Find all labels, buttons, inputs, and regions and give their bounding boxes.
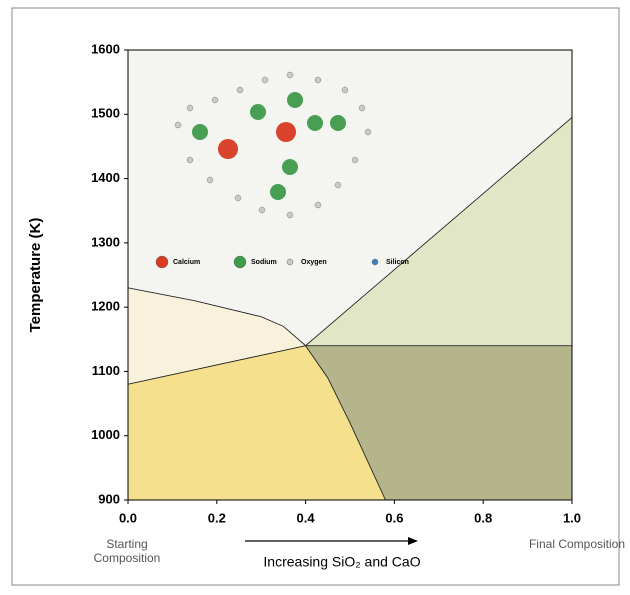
chart: Temperature (K) Increasing SiO₂ and CaO … [0,0,630,595]
y-tick-label: 1300 [91,234,120,249]
legend-label: Calcium [173,259,200,266]
y-tick-label: 1600 [91,41,120,56]
x-tick-label: 0.6 [385,510,403,525]
regions [128,50,572,500]
legend-label: Silicon [386,259,409,266]
end-label: Final Composition [527,537,627,551]
x-tick-label: 0.2 [208,510,226,525]
y-tick-label: 1000 [91,427,120,442]
x-tick-label: 1.0 [563,510,581,525]
y-tick-label: 1200 [91,299,120,314]
legend-swatch [287,259,293,265]
y-axis-label: Temperature (K) [27,218,44,333]
x-tick-label: 0.8 [474,510,492,525]
x-tick-label: 0.4 [297,510,316,525]
legend-swatch [372,259,378,265]
y-tick-label: 1400 [91,170,120,185]
legend-label: Oxygen [301,259,327,266]
legend-label: Sodium [251,259,277,266]
y-tick-label: 1100 [92,363,120,378]
y-tick-label: 900 [98,491,120,506]
legend-swatch [234,256,246,268]
x-tick-label: 0.0 [119,510,137,525]
legend-swatch [156,256,168,268]
start-label: Starting Composition [77,537,177,565]
page: Temperature (K) Increasing SiO₂ and CaO … [0,0,630,595]
y-tick-label: 1500 [91,106,120,121]
x-axis-label: Increasing SiO₂ and CaO [263,554,420,570]
